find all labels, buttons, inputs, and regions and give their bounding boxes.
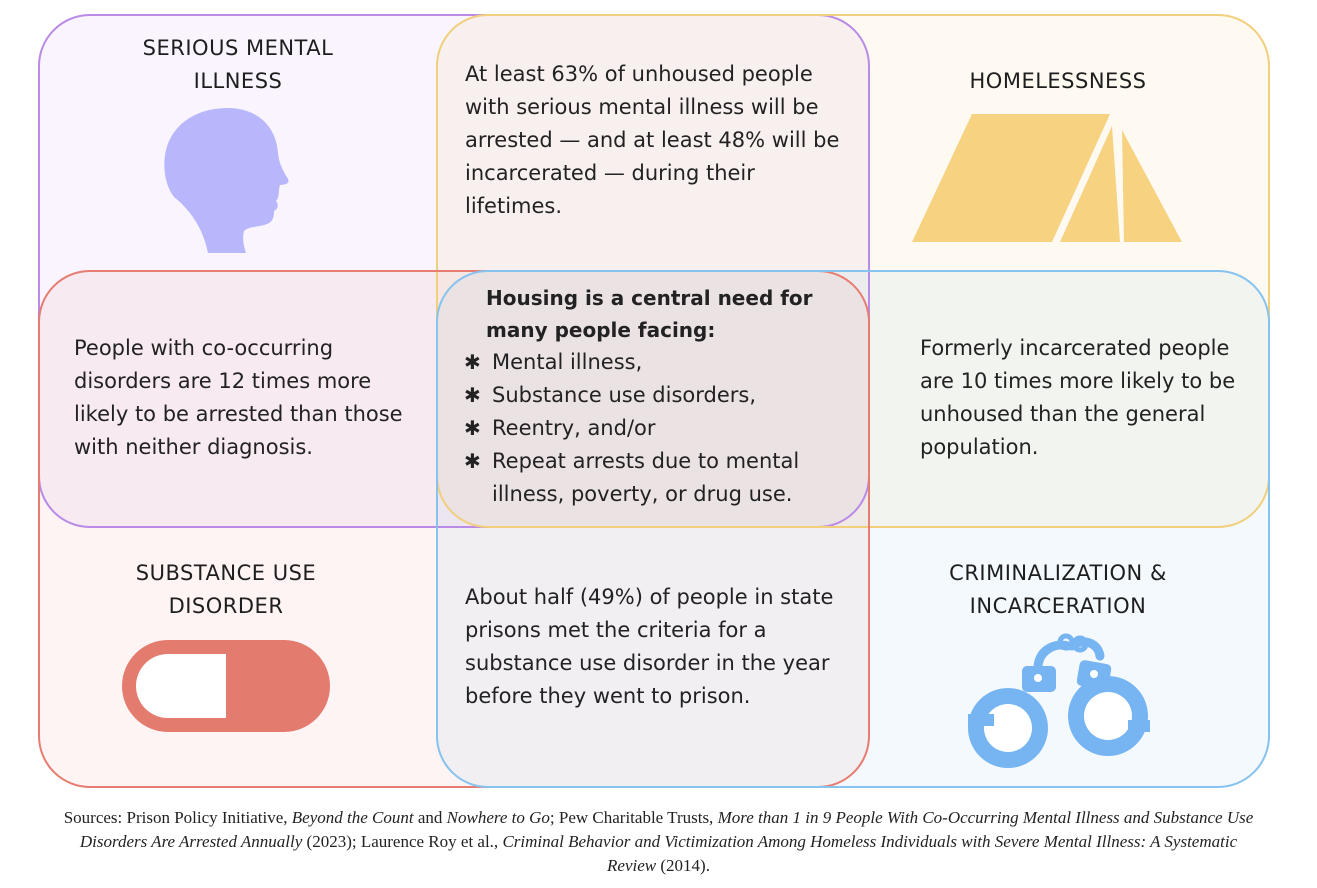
fact-substance-use-criminalization: About half (49%) of people in state pris…	[465, 585, 834, 708]
criminalization-region	[436, 270, 1270, 788]
fact-homelessness-criminalization: Formerly incarcerated people are 10 time…	[920, 336, 1236, 459]
list-item: ✱ Repeat arrests due to mental illness, p…	[464, 445, 834, 511]
substance-use-region	[38, 270, 870, 788]
heading-substance-use-disorder: SUBSTANCE USE DISORDER	[135, 561, 317, 618]
pill-capsule-icon	[122, 640, 330, 732]
handcuffs-icon	[968, 633, 1150, 768]
fact-mental-illness-homelessness: At least 63% of unhoused people with ser…	[465, 62, 840, 218]
list-item: ✱ Substance use disorders,	[464, 379, 834, 412]
asterisk-bullet-icon: ✱	[464, 383, 481, 407]
asterisk-bullet-icon: ✱	[464, 350, 481, 374]
list-item: ✱ Reentry, and/or	[464, 412, 834, 445]
tent-icon	[912, 114, 1182, 242]
fact-mental-illness-substance-use: People with co-occurring disorders are 1…	[74, 336, 403, 459]
list-item: ✱ Mental illness,	[464, 346, 834, 379]
center-title: Housing is a central need for many peopl…	[486, 286, 813, 342]
asterisk-bullet-icon: ✱	[464, 449, 481, 473]
heading-criminalization-incarceration: CRIMINALIZATION & INCARCERATION	[949, 561, 1167, 618]
heading-serious-mental-illness: SERIOUS MENTAL ILLNESS	[142, 36, 334, 93]
head-profile-icon	[164, 108, 289, 253]
center-housing-need: Housing is a central need for many peopl…	[464, 282, 834, 511]
sources-citation: Sources: Prison Policy Initiative, Beyon…	[63, 808, 1254, 875]
center-list: ✱ Mental illness, ✱ Substance use disorder…	[464, 346, 834, 511]
heading-homelessness: HOMELESSNESS	[969, 69, 1147, 93]
asterisk-bullet-icon: ✱	[464, 416, 481, 440]
